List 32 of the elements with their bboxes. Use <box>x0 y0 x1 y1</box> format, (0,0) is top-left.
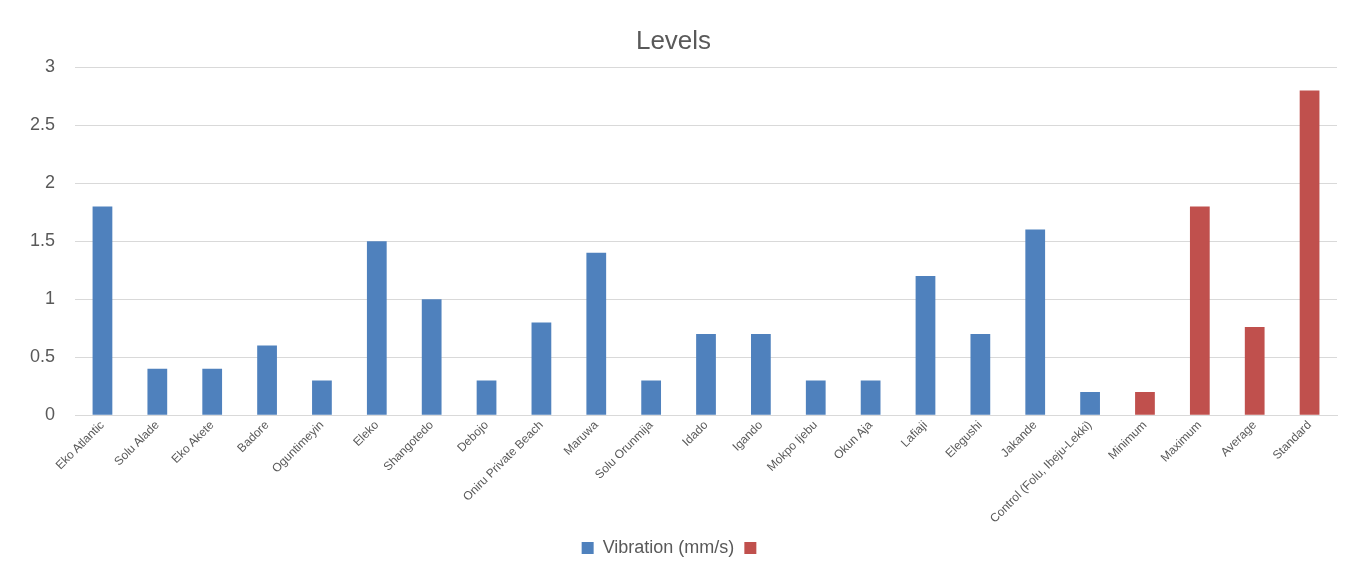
chart-title: Levels <box>635 24 712 55</box>
y-tick-label: 1.5 <box>29 230 56 251</box>
y-tick-label: 2 <box>45 172 56 193</box>
bar <box>586 252 607 415</box>
bar <box>1135 392 1155 415</box>
y-tick-label: 0 <box>45 404 56 425</box>
y-tick-label: 0.5 <box>29 346 56 367</box>
bar <box>531 322 552 415</box>
bar <box>202 368 223 415</box>
legend-label: Vibration (mm/s) <box>602 536 735 557</box>
bar <box>1025 229 1046 415</box>
bar <box>366 241 387 415</box>
bar <box>421 299 442 415</box>
bar <box>1299 90 1320 415</box>
bar <box>476 380 497 415</box>
y-tick-label: 2.5 <box>29 114 56 135</box>
y-tick-label: 1 <box>45 288 56 309</box>
bar <box>860 380 881 415</box>
bar <box>257 345 277 415</box>
bar <box>92 206 113 415</box>
bar <box>1189 206 1210 415</box>
bar <box>696 334 716 415</box>
bar <box>915 276 936 415</box>
bar <box>751 334 771 415</box>
bar <box>1244 327 1265 415</box>
bar <box>312 380 332 415</box>
bar <box>805 380 826 415</box>
bar <box>970 334 991 415</box>
bar <box>147 368 168 415</box>
bar <box>1080 392 1100 415</box>
y-tick-label: 3 <box>45 56 56 77</box>
bar <box>641 380 662 415</box>
